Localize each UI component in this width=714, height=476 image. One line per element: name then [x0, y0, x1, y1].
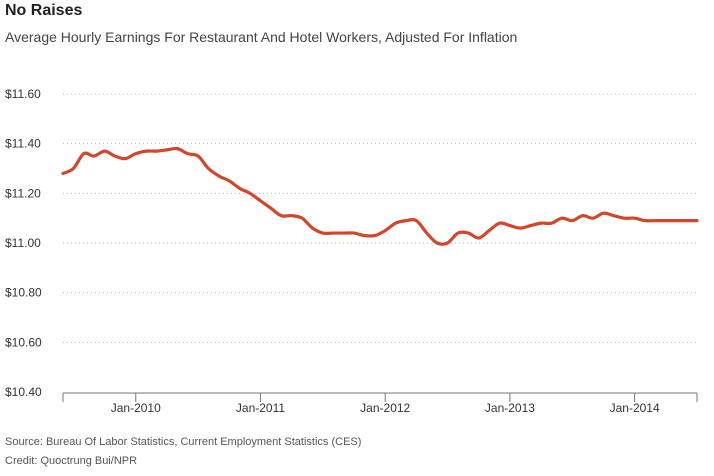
plot-area [61, 146, 699, 246]
x-tick-label: Jan-2013 [485, 401, 535, 415]
x-tick-label: Jan-2011 [236, 401, 285, 415]
y-tick-label: $11.20 [5, 186, 41, 200]
y-tick-label: $10.40 [5, 385, 42, 399]
y-axis: $10.40 $10.60 $10.80 $11.00 $11.20 $11.40 $11.… [5, 87, 42, 399]
x-tick-label: Jan-2014 [610, 401, 660, 415]
y-tick-label: $11.60 [5, 87, 41, 101]
y-tick-label: $11.40 [5, 137, 41, 151]
y-tick-label: $11.00 [5, 236, 41, 250]
x-axis: Jan-2010 Jan-2011 Jan-2012 Jan-2013 Jan-2014 [62, 392, 698, 415]
y-tick-label: $10.80 [5, 286, 42, 300]
grid-lines [63, 93, 697, 343]
chart-title: No Raises [5, 2, 83, 19]
x-tick-label: Jan-2010 [111, 401, 161, 415]
y-tick-label: $10.60 [5, 335, 42, 349]
chart-subtitle: Average Hourly Earnings For Restaurant A… [5, 29, 518, 45]
credit-note: Credit: Quoctrung Bui/NPR [5, 455, 138, 467]
source-note: Source: Bureau Of Labor Statistics, Curr… [5, 436, 362, 448]
x-tick-label: Jan-2012 [360, 401, 410, 415]
series-line [61, 146, 699, 246]
